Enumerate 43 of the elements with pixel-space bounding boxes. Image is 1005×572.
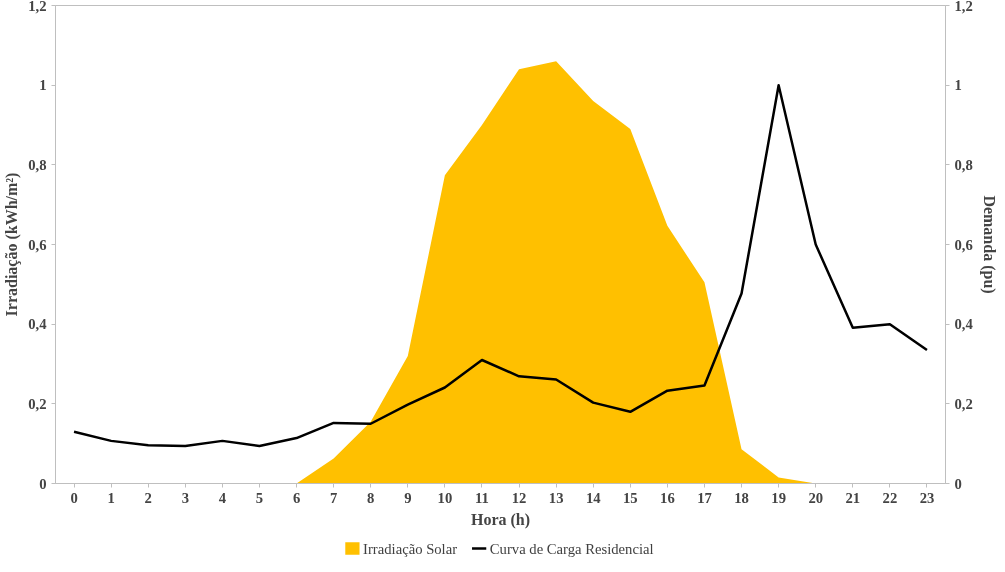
x-tick-label: 4 xyxy=(218,489,227,506)
x-tick-label: 19 xyxy=(771,489,786,506)
x-tick-label: 5 xyxy=(255,489,264,506)
y2-tick-label: 1,2 xyxy=(954,0,973,14)
x-tick-label: 1 xyxy=(107,489,115,506)
x-tick-label: 17 xyxy=(697,489,712,506)
x-tick-label: 6 xyxy=(292,489,301,506)
x-tick-label: 22 xyxy=(882,489,898,506)
x-tick-label: 14 xyxy=(585,489,602,506)
x-tick-label: 11 xyxy=(475,489,489,506)
y2-tick-label: 0,2 xyxy=(954,395,973,412)
y2-tick-label: 0 xyxy=(954,475,962,492)
x-tick-label: 8 xyxy=(367,489,375,506)
y-tick-label: 1,2 xyxy=(28,0,47,14)
x-tick-label: 2 xyxy=(144,489,152,506)
y-tick-label: 0,4 xyxy=(28,316,48,333)
x-tick-label: 20 xyxy=(808,489,824,506)
x-tick-label: 3 xyxy=(181,489,189,506)
legend-label: Curva de Carga Residencial xyxy=(489,540,654,557)
x-tick-label: 0 xyxy=(70,489,78,506)
x-tick-label: 23 xyxy=(919,489,935,506)
y2-tick-label: 0,6 xyxy=(954,236,973,253)
y-tick-label: 0,2 xyxy=(28,395,47,412)
legend-label: Irradiação Solar xyxy=(363,540,458,557)
x-tick-label: 16 xyxy=(660,489,675,506)
x-tick-label: 7 xyxy=(329,489,338,506)
y-axis-title: Irradiação (kWh/m²) xyxy=(3,172,22,317)
y-tick-label: 1 xyxy=(39,77,47,94)
y2-axis-title: Demanda (pu) xyxy=(979,195,998,294)
y-tick-label: 0 xyxy=(39,475,47,492)
x-tick-label: 10 xyxy=(437,489,453,506)
y2-tick-label: 0,4 xyxy=(954,316,974,333)
y-tick-label: 0,6 xyxy=(28,236,47,253)
x-axis-title: Hora (h) xyxy=(470,510,531,529)
x-tick-label: 12 xyxy=(511,489,527,506)
y2-tick-label: 0,8 xyxy=(954,156,973,173)
x-tick-label: 15 xyxy=(622,489,638,506)
x-tick-label: 21 xyxy=(845,489,861,506)
y2-tick-label: 1 xyxy=(954,77,962,94)
y-tick-label: 0,8 xyxy=(28,156,47,173)
x-tick-label: 13 xyxy=(548,489,564,506)
x-tick-label: 18 xyxy=(734,489,749,506)
x-tick-label: 9 xyxy=(404,489,412,506)
